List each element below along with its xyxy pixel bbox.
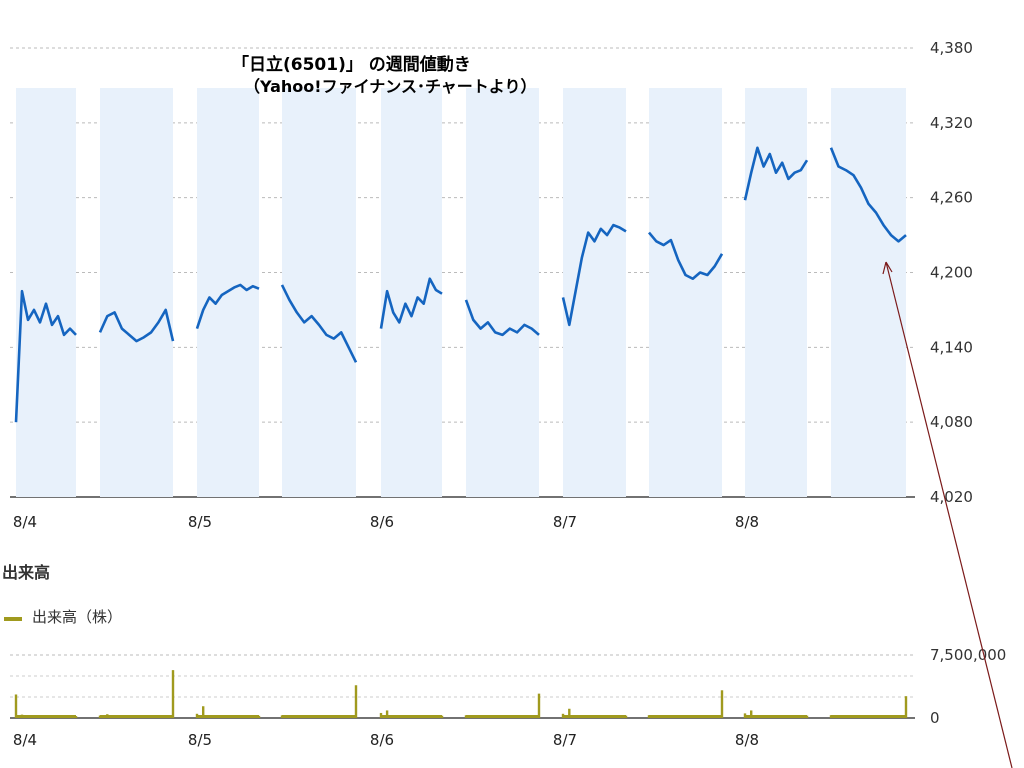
volume-bar xyxy=(385,710,389,718)
price-y-tick-label: 4,080 xyxy=(930,413,973,431)
price-x-label: 8/4 xyxy=(13,513,37,531)
annotation-arrow xyxy=(885,261,1013,768)
volume-x-label: 8/6 xyxy=(370,731,394,749)
price-session-fill xyxy=(100,88,173,497)
volume-bar xyxy=(171,670,175,718)
volume-x-label: 8/8 xyxy=(735,731,759,749)
volume-x-label: 8/7 xyxy=(553,731,577,749)
volume-bar xyxy=(354,685,358,718)
volume-y-tick-label: 7,500,000 xyxy=(930,646,1006,664)
price-session-fill xyxy=(649,88,722,497)
volume-grid xyxy=(10,654,915,719)
price-y-tick-label: 4,200 xyxy=(930,264,973,282)
price-session-fill xyxy=(282,88,356,497)
volume-bar xyxy=(14,694,18,718)
annotation-arrowhead xyxy=(882,261,893,275)
chart-title: 「日立(6501)」 の週間値動き xyxy=(232,54,471,75)
price-x-label: 8/6 xyxy=(370,513,394,531)
price-session-line xyxy=(195,283,260,330)
price-lines xyxy=(14,146,907,423)
price-session-line xyxy=(280,284,358,363)
price-fills xyxy=(16,88,906,497)
price-session-line xyxy=(98,308,175,343)
volume-section-title: 出来高 xyxy=(2,563,50,582)
volume-legend-swatch xyxy=(4,617,22,621)
price-x-label: 8/5 xyxy=(188,513,212,531)
volume-legend-label: 出来高（株） xyxy=(32,608,122,626)
price-session-line xyxy=(648,231,724,281)
price-x-labels: 8/4 8/5 8/6 8/7 8/8 xyxy=(13,513,759,531)
price-session-fill xyxy=(563,88,626,497)
price-y-ticks: 4,380 4,320 4,260 4,200 4,140 4,080 4,020 xyxy=(930,39,973,506)
price-session-line xyxy=(561,223,627,327)
price-x-label: 8/7 xyxy=(553,513,577,531)
price-y-tick-label: 4,020 xyxy=(930,488,973,506)
volume-y-tick-label: 0 xyxy=(930,709,940,727)
volume-bar xyxy=(537,693,541,718)
price-session-fill xyxy=(745,88,807,497)
volume-x-labels: 8/4 8/5 8/6 8/7 8/8 xyxy=(13,731,759,749)
volume-x-label: 8/4 xyxy=(13,731,37,749)
chart-subtitle: （Yahoo!ファイナンス･チャートより） xyxy=(244,77,536,96)
price-session-line xyxy=(464,299,540,337)
price-y-tick-label: 4,260 xyxy=(930,189,973,207)
price-session-line xyxy=(743,146,809,201)
price-session-fill xyxy=(466,88,539,497)
price-x-label: 8/8 xyxy=(735,513,759,531)
price-session-fill xyxy=(381,88,442,497)
price-y-tick-label: 4,140 xyxy=(930,338,973,356)
volume-bar xyxy=(720,690,724,718)
volume-x-label: 8/5 xyxy=(188,731,212,749)
price-session-line xyxy=(829,147,907,243)
volume-bar xyxy=(750,710,753,718)
volume-bar xyxy=(904,696,908,718)
price-session-line xyxy=(14,289,77,423)
volume-bars xyxy=(14,670,908,718)
price-y-tick-label: 4,380 xyxy=(930,39,973,57)
volume-y-ticks: 7,500,000 0 xyxy=(930,646,1006,727)
price-session-fill xyxy=(831,88,906,497)
price-session-line xyxy=(379,277,443,329)
volume-bar xyxy=(568,708,571,718)
price-y-tick-label: 4,320 xyxy=(930,114,973,132)
volume-bar xyxy=(202,706,205,718)
price-session-fill xyxy=(16,88,76,497)
